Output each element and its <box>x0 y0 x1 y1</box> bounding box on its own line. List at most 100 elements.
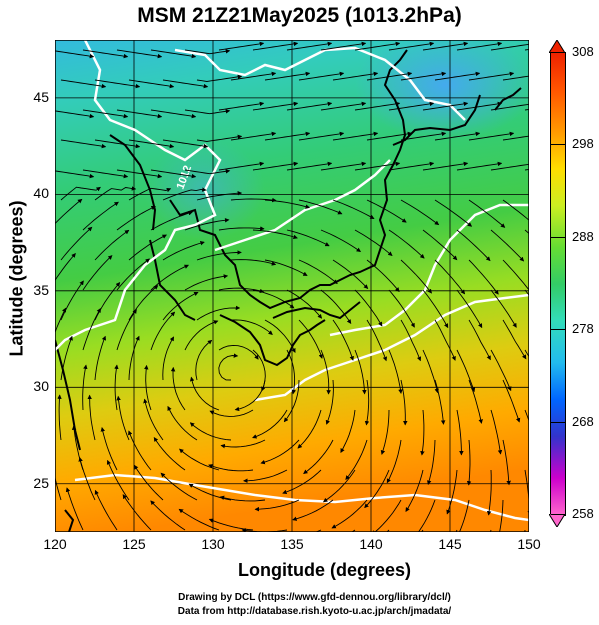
wind-streamline <box>490 103 529 111</box>
credit-drawing: Drawing by DCL (https://www.gfd-dennou.o… <box>178 592 451 603</box>
wind-streamline <box>220 439 266 449</box>
wind-streamline <box>354 349 367 395</box>
wind-streamline <box>189 376 220 411</box>
wind-streamline <box>286 289 323 319</box>
wind-streamline <box>400 199 440 226</box>
wind-streamline <box>332 259 369 290</box>
colorbar-tick-label: 278 <box>572 321 594 337</box>
wind-streamline <box>502 379 521 423</box>
wind-streamline <box>116 258 150 291</box>
wind-streamline <box>252 161 299 171</box>
wind-streamline <box>184 109 231 115</box>
wind-streamline <box>283 379 300 423</box>
colorbar-tick-label: 258 <box>572 506 594 521</box>
wind-streamline <box>456 41 503 51</box>
colorbar-tick-mark <box>551 421 565 423</box>
wind-streamline <box>128 335 140 381</box>
wind-streamline <box>260 439 300 465</box>
wind-streamline <box>184 274 229 291</box>
wind-streamline <box>264 259 308 276</box>
wind-streamline <box>162 79 209 89</box>
wind-streamline <box>189 422 232 441</box>
wind-streamline <box>446 469 458 515</box>
colorbar-tick-mark <box>551 144 565 146</box>
wind-streamline <box>116 169 163 179</box>
wind-streamline <box>422 41 469 51</box>
wind-streamline <box>243 469 288 483</box>
y-tick-label: 30 <box>33 378 49 395</box>
wind-streamline <box>502 439 511 486</box>
wind-streamline <box>94 186 137 201</box>
x-tick-label: 125 <box>122 536 146 552</box>
wind-streamline <box>422 161 469 171</box>
wind-streamline <box>366 131 413 141</box>
wind-streamline <box>94 79 141 89</box>
wind-streamline <box>502 75 529 81</box>
cold-region <box>355 40 529 140</box>
wind-streamline <box>468 199 506 228</box>
wind-streamline <box>230 197 277 203</box>
wind-streamline <box>303 439 334 475</box>
wind-streamline <box>490 229 525 262</box>
wind-streamline <box>196 250 242 261</box>
wind-streamline <box>234 379 266 412</box>
credit-data: Data from http://database.rish.kyoto-u.a… <box>177 606 452 617</box>
wind-streamline <box>366 71 413 81</box>
wind-streamline <box>366 199 407 223</box>
wind-streamline <box>456 289 483 329</box>
wind-streamline <box>502 135 529 141</box>
wind-streamline <box>82 169 129 179</box>
wind-streamline <box>252 229 298 240</box>
wind-streamline <box>178 508 220 531</box>
wind-streamline <box>320 349 331 395</box>
wind-streamline <box>184 218 230 231</box>
wind-streamline <box>60 280 84 321</box>
wind-streamline <box>405 469 424 513</box>
wind-streamline <box>230 319 273 335</box>
wind-streamline <box>386 439 402 484</box>
wind-streamline <box>60 335 73 381</box>
colorbar-tick-label: 268 <box>572 413 594 429</box>
wind-streamline <box>264 131 311 141</box>
wind-streamline <box>162 139 209 149</box>
x-tick-label: 150 <box>517 536 541 552</box>
wind-streamline <box>486 469 492 516</box>
wind-streamline <box>490 163 529 171</box>
wind-streamline <box>499 499 504 532</box>
wind-streamline <box>114 364 119 411</box>
wind-streamline <box>456 101 503 111</box>
x-tick-label: 120 <box>43 536 67 552</box>
wind-streamline <box>128 234 167 261</box>
wind-streamline <box>400 71 447 81</box>
wind-streamline <box>116 205 156 231</box>
wind-streamline <box>364 469 390 509</box>
wind-streamline <box>286 229 330 247</box>
wind-streamline <box>57 394 62 441</box>
wind-streamline <box>332 319 354 361</box>
wind-streamline <box>490 349 512 392</box>
wind-streamline <box>252 101 299 111</box>
wind-streamline <box>150 264 189 291</box>
map-plot-area: 1012 <box>55 40 529 532</box>
wind-streamline <box>60 226 93 261</box>
wind-streamline <box>128 430 152 471</box>
wind-streamline <box>434 319 456 361</box>
wind-streamline <box>150 211 193 231</box>
wind-streamline <box>55 198 83 225</box>
wind-streamline <box>252 41 299 51</box>
wind-streamline <box>456 161 503 171</box>
colorbar <box>550 52 566 516</box>
wind-streamline <box>170 366 186 411</box>
wind-streamline <box>264 71 311 81</box>
wind-streamline <box>122 494 152 531</box>
wind-streamline <box>218 41 265 51</box>
wind-streamline <box>388 289 415 328</box>
wind-streamline <box>502 199 529 221</box>
wind-streamline <box>184 49 231 55</box>
wind-streamline <box>400 259 432 294</box>
wind-streamline <box>298 319 323 359</box>
wind-streamline <box>468 71 515 81</box>
wind-streamline <box>458 499 470 532</box>
wind-streamline <box>184 320 219 351</box>
wind-streamline <box>78 456 96 501</box>
